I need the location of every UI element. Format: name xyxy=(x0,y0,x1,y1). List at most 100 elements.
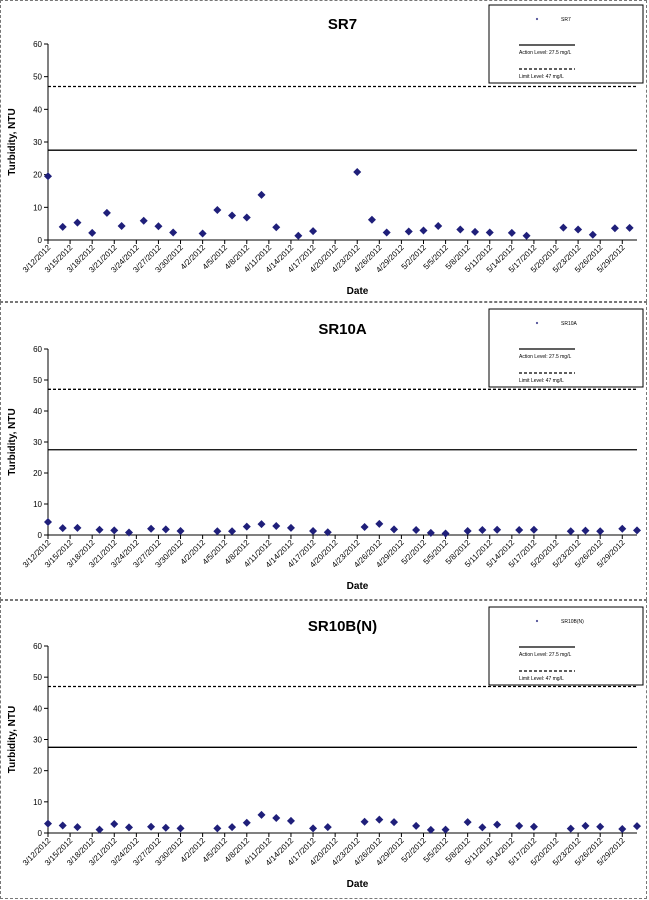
data-point xyxy=(272,814,281,823)
data-point xyxy=(633,822,641,831)
data-point xyxy=(257,190,266,199)
chart-sr10bn: SR10B(N)01020304050603/12/20123/15/20123… xyxy=(7,606,644,890)
y-tick-label: 60 xyxy=(33,345,42,354)
data-point xyxy=(566,824,575,833)
x-axis-label: Date xyxy=(347,581,369,592)
data-point xyxy=(390,818,399,827)
data-point xyxy=(272,522,281,531)
data-point xyxy=(44,172,52,181)
data-point xyxy=(426,528,435,537)
data-point xyxy=(95,525,104,534)
legend-label: Limit Level: 47 mg/L xyxy=(519,74,564,80)
legend-label: SR10A xyxy=(561,321,578,327)
data-point xyxy=(507,228,516,237)
data-point xyxy=(515,821,524,830)
data-point xyxy=(242,213,251,222)
data-point xyxy=(73,523,82,532)
data-point xyxy=(242,522,251,531)
data-point xyxy=(58,524,67,533)
y-axis-label: Turbidity, NTU xyxy=(7,408,18,475)
data-point xyxy=(44,517,52,526)
data-point xyxy=(390,525,399,534)
legend-label: Action Level: 27.5 mg/L xyxy=(519,354,571,360)
legend-marker xyxy=(535,321,539,325)
chart-panel-sr10a: SR10A 0 10 20 30 40 50 60 3/12/2012 3/15/2012 3/18… xyxy=(0,302,647,600)
data-point xyxy=(323,823,332,832)
data-point xyxy=(124,528,133,537)
legend-marker xyxy=(535,619,539,623)
y-tick-label: 40 xyxy=(33,105,42,114)
data-point xyxy=(272,223,281,232)
data-point xyxy=(412,821,421,830)
data-point xyxy=(419,226,428,235)
data-point xyxy=(147,524,156,533)
data-point xyxy=(471,227,480,236)
data-point xyxy=(610,224,619,233)
data-point xyxy=(154,222,163,231)
data-point xyxy=(633,526,641,535)
data-point xyxy=(375,519,384,528)
data-point xyxy=(353,168,362,177)
data-point xyxy=(404,227,413,236)
data-point xyxy=(147,822,156,831)
data-point xyxy=(102,208,111,217)
data-point xyxy=(228,527,237,536)
x-axis-label: Date xyxy=(347,879,369,890)
data-point xyxy=(581,821,590,830)
y-tick-label: 20 xyxy=(33,767,42,776)
data-point xyxy=(309,824,318,833)
data-point xyxy=(566,527,575,536)
y-tick-label: 60 xyxy=(33,40,42,49)
data-point xyxy=(382,228,391,237)
legend-label: SR10B(N) xyxy=(561,619,584,625)
legend-box xyxy=(488,606,644,686)
y-tick-label: 50 xyxy=(33,73,42,82)
data-point xyxy=(618,824,627,833)
data-point xyxy=(213,824,222,833)
y-axis-label: Turbidity, NTU xyxy=(7,706,18,773)
data-point xyxy=(242,818,251,827)
y-tick-label: 0 xyxy=(38,829,43,838)
data-point xyxy=(176,824,185,833)
data-point xyxy=(58,222,67,231)
data-point xyxy=(117,221,126,230)
data-point xyxy=(73,218,82,227)
data-point xyxy=(161,525,170,534)
data-point xyxy=(213,205,222,214)
data-point xyxy=(58,821,67,830)
data-point xyxy=(367,215,376,224)
legend-box xyxy=(488,4,644,84)
data-point xyxy=(434,221,443,230)
data-point xyxy=(493,525,502,534)
chart-panel-sr7: SR7 0 10 20 30 40 50 60 3/12/2012 3/15/2012 3/18/2… xyxy=(0,0,647,302)
data-point xyxy=(257,810,266,819)
data-point xyxy=(426,825,435,834)
data-point xyxy=(294,231,303,240)
data-point xyxy=(198,229,207,238)
data-point xyxy=(309,526,318,535)
chart-title: SR7 xyxy=(328,16,357,33)
data-point xyxy=(286,816,295,825)
data-point xyxy=(360,522,369,531)
data-point xyxy=(323,528,332,537)
y-tick-label: 0 xyxy=(38,531,43,540)
y-tick-label: 10 xyxy=(33,203,42,212)
data-point xyxy=(124,823,133,832)
data-point xyxy=(441,529,450,538)
data-point xyxy=(110,526,119,535)
data-point xyxy=(228,823,237,832)
data-point xyxy=(44,819,52,828)
data-point xyxy=(596,822,605,831)
y-tick-label: 40 xyxy=(33,704,42,713)
data-point xyxy=(463,818,472,827)
y-tick-label: 50 xyxy=(33,673,42,682)
y-tick-label: 10 xyxy=(33,798,42,807)
y-tick-label: 0 xyxy=(38,236,43,245)
data-point xyxy=(309,227,318,236)
data-point xyxy=(485,228,494,237)
y-tick-label: 20 xyxy=(33,171,42,180)
data-point xyxy=(412,526,421,535)
y-tick-label: 40 xyxy=(33,407,42,416)
data-point xyxy=(559,223,568,232)
data-point xyxy=(515,526,524,535)
